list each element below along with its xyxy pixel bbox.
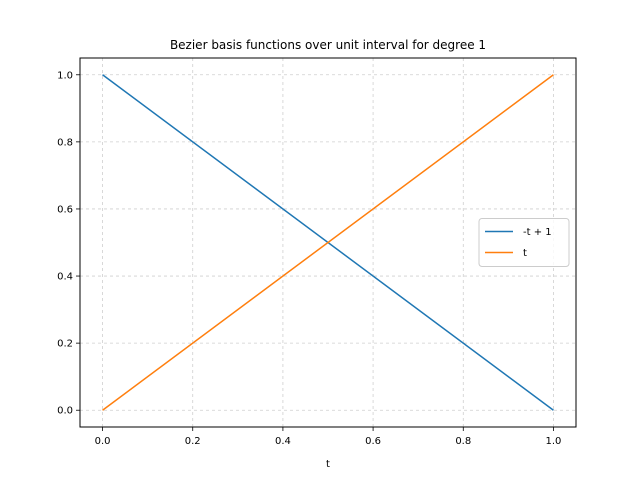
- legend-label: t: [523, 248, 527, 259]
- y-tick-label: 0.2: [57, 339, 73, 350]
- x-tick-label: 0.2: [185, 436, 201, 447]
- x-tick-label: 1.0: [546, 436, 562, 447]
- x-axis: 0.0 0.2 0.4 0.6 0.8 1.0: [95, 427, 562, 447]
- grid-lines: [80, 58, 576, 427]
- y-tick-label: 0.6: [57, 204, 73, 215]
- legend-label: -t + 1: [523, 227, 552, 238]
- series-line-1: [102, 74, 554, 411]
- series-lines: [102, 74, 554, 411]
- legend: -t + 1 t: [478, 218, 570, 267]
- x-axis-label: t: [326, 459, 330, 470]
- plot-frame: [79, 57, 577, 428]
- x-tick-label: 0.4: [275, 436, 291, 447]
- y-tick-label: 0.4: [57, 272, 73, 283]
- y-tick-label: 0.0: [57, 406, 73, 417]
- x-tick-label: 0.8: [455, 436, 471, 447]
- chart-title: Bezier basis functions over unit interva…: [170, 38, 486, 52]
- x-tick-label: 0.6: [365, 436, 381, 447]
- y-tick-label: 0.8: [57, 137, 73, 148]
- x-tick-label: 0.0: [95, 436, 111, 447]
- y-tick-label: 1.0: [57, 70, 73, 81]
- y-axis: 0.0 0.2 0.4 0.6 0.8 1.0: [57, 70, 80, 417]
- legend-box: [478, 218, 570, 267]
